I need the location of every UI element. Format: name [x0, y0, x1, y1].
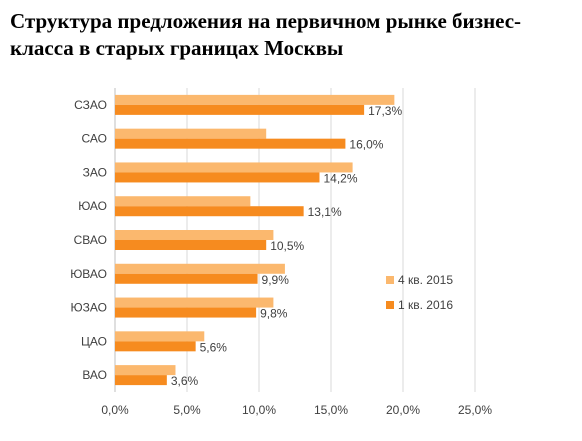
data-label: 9,8% [260, 307, 288, 321]
category-label: СЗАО [74, 98, 107, 112]
data-label: 3,6% [171, 374, 199, 388]
data-label: 5,6% [200, 340, 228, 354]
chart-title: Структура предложения на первичном рынке… [10, 9, 522, 60]
bar-series-1 [115, 94, 395, 105]
category-label: ЮЗАО [71, 301, 107, 315]
data-label: 9,9% [262, 273, 290, 287]
data-label: 17,3% [368, 104, 402, 118]
bar-series-1 [115, 196, 251, 207]
category-label: ВАО [82, 368, 107, 382]
bar-series-2 [115, 375, 167, 386]
bar-series-2 [115, 104, 365, 115]
bar-series-1 [115, 263, 285, 274]
x-tick-label: 5,0% [173, 403, 201, 417]
bar-series-2 [115, 206, 304, 217]
data-label: 16,0% [349, 138, 383, 152]
bar-series-1 [115, 297, 274, 308]
bar-series-2 [115, 240, 267, 250]
x-tick-label: 15,0% [314, 403, 348, 417]
data-label: 14,2% [323, 171, 357, 185]
bar-series-1 [115, 365, 176, 376]
bar-series-2 [115, 138, 346, 149]
legend-swatch [386, 301, 394, 309]
x-tick-label: 10,0% [242, 403, 276, 417]
bar-series-2 [115, 273, 258, 284]
bar-series-1 [115, 162, 353, 173]
x-tick-label: 0,0% [101, 403, 129, 417]
legend-swatch [386, 276, 394, 284]
category-label: СВАО [74, 233, 107, 247]
category-label: САО [82, 132, 107, 146]
bar-series-1 [115, 331, 205, 342]
bar-series-1 [115, 128, 267, 139]
category-label: ЦАО [81, 334, 107, 348]
data-label: 10,5% [270, 239, 304, 253]
x-tick-label: 20,0% [386, 403, 420, 417]
legend-label: 1 кв. 2016 [398, 298, 453, 312]
bar-series-2 [115, 307, 257, 318]
category-label: ЗАО [83, 165, 107, 179]
category-label: ЮАО [78, 199, 107, 213]
data-label: 13,1% [308, 205, 342, 219]
x-tick-label: 25,0% [458, 403, 492, 417]
category-label: ЮВАО [70, 267, 107, 281]
bar-series-1 [115, 230, 274, 240]
bar-series-2 [115, 341, 196, 352]
bar-series-2 [115, 172, 320, 183]
legend-label: 4 кв. 2015 [398, 273, 453, 287]
